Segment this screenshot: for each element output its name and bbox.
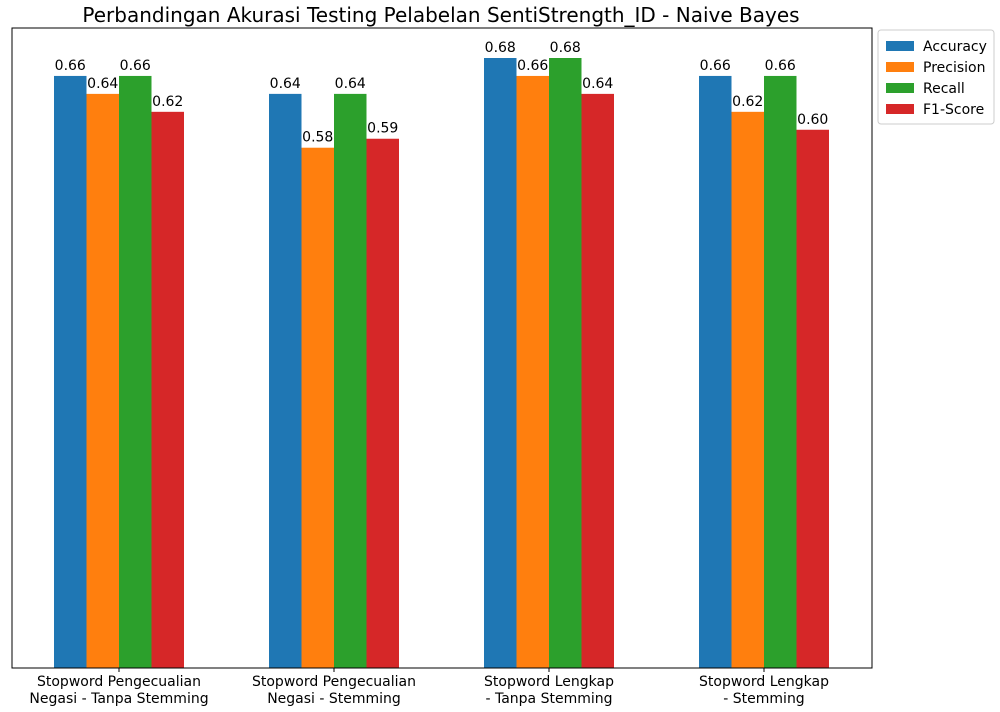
bar-precision-1: [86, 93, 119, 668]
bar-f1-score-3: [581, 93, 614, 668]
bar-f1-score-2: [366, 138, 399, 669]
x-tick-label: Stopword Lengkap: [484, 674, 614, 690]
data-label: 0.59: [367, 121, 398, 137]
chart-title: Perbandingan Akurasi Testing Pelabelan S…: [82, 3, 799, 27]
bar-accuracy-4: [699, 75, 732, 668]
data-label: 0.66: [700, 58, 731, 74]
value-labels-group: 0.660.640.660.620.640.580.640.590.680.66…: [55, 40, 829, 146]
legend-label: Precision: [923, 60, 985, 76]
bar-recall-4: [764, 75, 797, 668]
x-tick-label: Stopword Pengecualian: [37, 674, 201, 690]
bar-recall-1: [119, 75, 152, 668]
bar-accuracy-3: [484, 58, 517, 668]
legend-swatch: [886, 104, 914, 114]
bar-precision-2: [301, 147, 334, 668]
data-label: 0.62: [152, 94, 183, 110]
data-label: 0.66: [55, 58, 86, 74]
bar-accuracy-1: [54, 75, 87, 668]
legend-box: [877, 29, 995, 125]
data-label: 0.66: [120, 58, 151, 74]
data-label: 0.66: [765, 58, 796, 74]
bar-recall-3: [549, 58, 582, 668]
bars-group: [54, 58, 829, 669]
legend-label: Recall: [923, 81, 965, 97]
bar-f1-score-4: [796, 129, 829, 668]
legend-swatch: [886, 62, 914, 72]
bar-f1-score-1: [151, 111, 184, 668]
legend: Accuracy Precision Recall F1-Score: [877, 29, 995, 125]
plot-area-frame: [11, 27, 873, 669]
bar-recall-2: [334, 93, 367, 668]
data-label: 0.68: [485, 40, 516, 56]
data-label: 0.64: [270, 76, 301, 92]
data-label: 0.64: [87, 76, 118, 92]
data-label: 0.64: [335, 76, 366, 92]
x-tick-label: Stopword Pengecualian: [252, 674, 416, 690]
legend-swatch: [886, 41, 914, 51]
x-tick-label: Stopword Lengkap: [699, 674, 829, 690]
legend-label: F1-Score: [923, 102, 984, 118]
legend-swatch: [886, 83, 914, 93]
legend-label: Accuracy: [923, 39, 987, 55]
data-label: 0.64: [582, 76, 613, 92]
data-label: 0.66: [517, 58, 548, 74]
x-tick-label: Negasi - Stemming: [267, 691, 401, 707]
x-tick-label: Negasi - Tanpa Stemming: [29, 691, 208, 707]
x-tick-label: - Tanpa Stemming: [485, 691, 612, 707]
x-tick-label: - Stemming: [723, 691, 804, 707]
data-label: 0.62: [732, 94, 763, 110]
bar-precision-4: [731, 111, 764, 668]
data-label: 0.68: [550, 40, 581, 56]
data-label: 0.60: [797, 112, 828, 128]
bar-precision-3: [516, 75, 549, 668]
data-label: 0.58: [302, 130, 333, 146]
bar-accuracy-2: [269, 93, 302, 668]
